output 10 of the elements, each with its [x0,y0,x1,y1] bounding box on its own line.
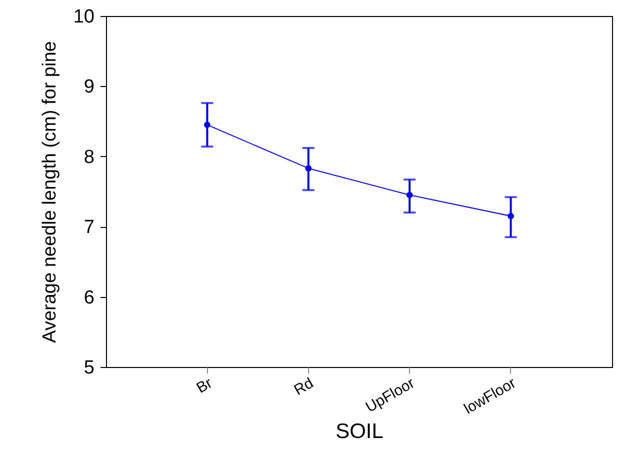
y-tick-label: 6 [84,287,94,308]
y-tick-label: 10 [73,6,94,28]
x-tick-label: Br [194,374,216,397]
y-tick-label: 8 [84,146,94,168]
y-tick-label: 5 [84,358,94,378]
y-tick-label: 9 [84,76,94,98]
y-tick-label: 7 [84,217,94,238]
x-tick-label: Rd [291,374,316,399]
x-axis-title: SOIL [336,420,384,443]
y-axis-title: Average needle length (cm) for pine [39,41,60,343]
